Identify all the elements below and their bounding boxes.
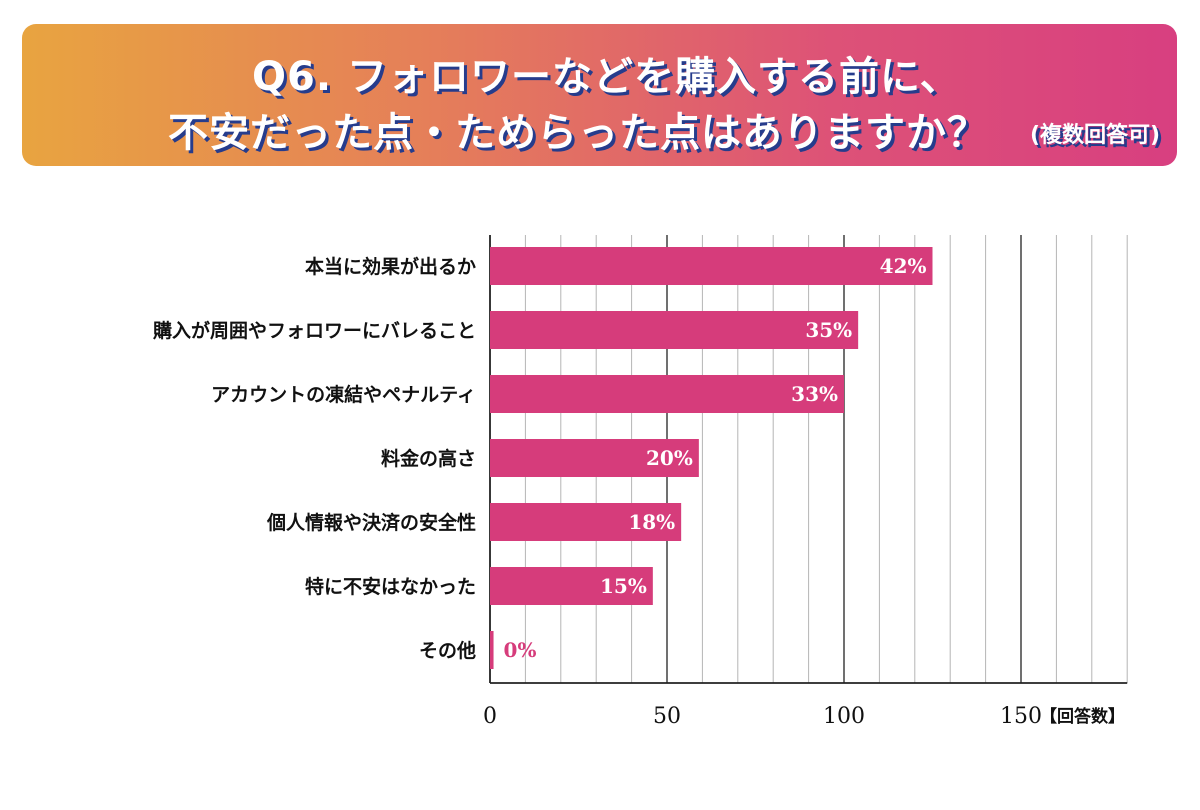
x-tick-label: 150 [1000,704,1042,729]
bar-value-label: 42% [880,254,927,278]
category-label: 本当に効果が出るか [305,255,476,278]
x-tick-label: 0 [483,704,497,729]
bar-value-label: 33% [791,382,838,406]
bar-value-label: 35% [805,318,852,342]
bar-value-label: 15% [600,574,647,598]
x-tick-label: 100 [823,704,865,729]
category-label: 購入が周囲やフォロワーにバレること [153,319,476,342]
chart-title-note: (複数回答可) [1030,123,1161,148]
category-label: 特に不安はなかった [305,575,476,598]
title-banner [22,24,1177,166]
category-label: 個人情報や決済の安全性 [266,511,476,534]
bar [490,631,494,669]
category-label: アカウントの凍結やペナルティ [211,383,476,406]
category-label: その他 [419,639,476,662]
bar-value-label: 0% [504,638,537,662]
bar [490,311,859,349]
bar-value-label: 18% [628,510,675,534]
x-tick-label: 50 [653,704,681,729]
bar [490,567,653,605]
category-label: 料金の高さ [381,447,476,470]
bar [490,503,682,541]
bar [490,247,933,285]
bar [490,439,699,477]
x-axis-unit-label: 【回答数】 [1040,706,1125,727]
chart-title-line1: Q6. フォロワーなどを購入する前に、 [252,54,961,100]
bar-value-label: 20% [646,446,693,470]
chart-title-line2: 不安だった点・ためらった点はありますか？ [168,110,988,156]
bar [490,375,844,413]
